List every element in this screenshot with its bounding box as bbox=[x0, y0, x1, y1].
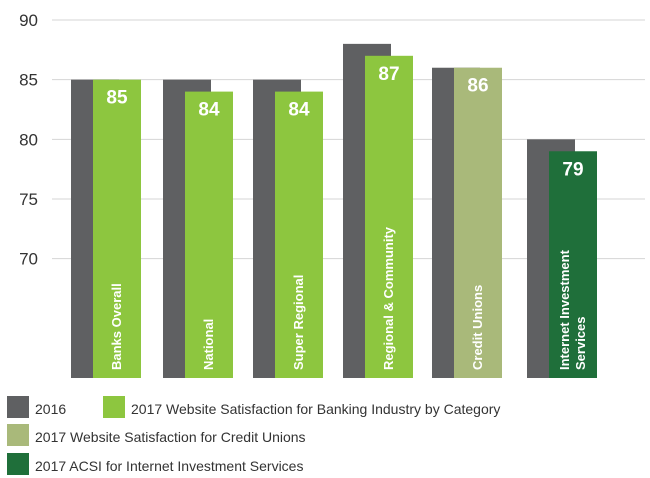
data-label: 85 bbox=[106, 88, 128, 109]
bars bbox=[71, 43, 597, 379]
data-label: 84 bbox=[198, 100, 220, 121]
legend-label: 2017 ACSI for Internet Investment Servic… bbox=[35, 458, 303, 474]
bar-2017 bbox=[93, 79, 141, 379]
legend-label: 2017 Website Satisfaction for Credit Uni… bbox=[35, 429, 306, 445]
y-tick-label: 90 bbox=[19, 11, 38, 30]
legend-label: 2017 Website Satisfaction for Banking In… bbox=[131, 401, 500, 417]
y-tick-label: 85 bbox=[19, 71, 38, 90]
category-label: National bbox=[201, 319, 216, 370]
category-label: Banks Overall bbox=[109, 283, 124, 370]
legend-label: 2016 bbox=[35, 401, 66, 417]
bar-2017 bbox=[275, 91, 323, 378]
y-axis-ticks: 70 75 80 85 90 bbox=[19, 11, 38, 269]
legend-swatch bbox=[7, 396, 29, 418]
bar-2017 bbox=[185, 91, 233, 378]
category-label: Regional & Community bbox=[381, 226, 396, 370]
category-label: Credit Unions bbox=[470, 285, 485, 370]
legend: 2016 2017 Website Satisfaction for Bankin… bbox=[7, 396, 500, 475]
legend-swatch bbox=[103, 396, 125, 418]
bar-2017 bbox=[365, 55, 413, 379]
data-labels: 85 Banks Overall 84 National 84 Super Regiona… bbox=[106, 64, 588, 370]
y-tick-label: 80 bbox=[19, 130, 38, 149]
data-label: 79 bbox=[562, 159, 583, 180]
y-tick-label: 70 bbox=[19, 250, 38, 269]
bar-2017 bbox=[549, 151, 597, 378]
category-label: Internet Investment bbox=[557, 249, 572, 370]
data-label: 84 bbox=[288, 100, 310, 121]
bar-2017 bbox=[454, 67, 502, 378]
category-label: Super Regional bbox=[291, 275, 306, 370]
data-label: 87 bbox=[378, 64, 399, 85]
data-label: 86 bbox=[467, 76, 488, 97]
legend-swatch bbox=[7, 453, 29, 475]
legend-swatch bbox=[7, 424, 29, 446]
y-tick-label: 75 bbox=[19, 190, 38, 209]
category-label: Services bbox=[573, 317, 588, 371]
